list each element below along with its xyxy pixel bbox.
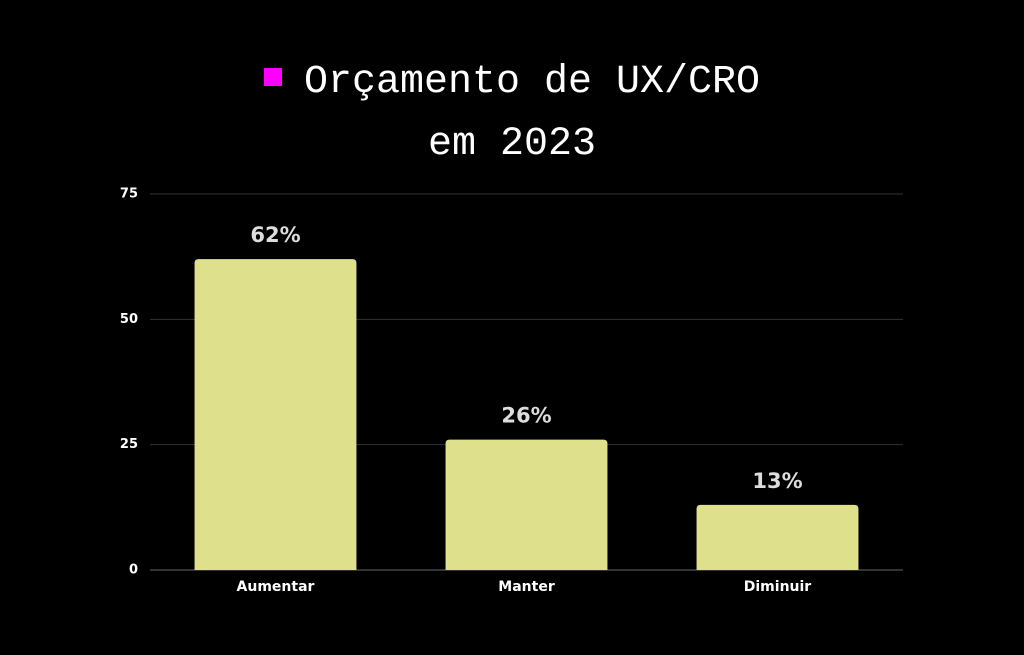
bar bbox=[445, 439, 608, 570]
value-label: 26% bbox=[501, 404, 551, 428]
bar bbox=[696, 504, 859, 570]
y-tick-label: 25 bbox=[120, 437, 138, 452]
y-tick-label: 50 bbox=[120, 312, 138, 327]
bar bbox=[194, 259, 357, 570]
title-marker bbox=[263, 68, 282, 86]
y-tick-label: 0 bbox=[129, 563, 138, 578]
value-label: 62% bbox=[250, 223, 300, 247]
y-tick-label: 75 bbox=[120, 187, 138, 202]
chart-title: Orçamento de UX/CRO em 2023 bbox=[303, 60, 761, 167]
x-tick-label: Aumentar bbox=[237, 579, 315, 595]
x-tick-label: Diminuir bbox=[744, 579, 812, 595]
value-label: 13% bbox=[752, 469, 802, 493]
x-tick-label: Manter bbox=[498, 579, 555, 595]
chart-title-block: Orçamento de UX/CRO em 2023 bbox=[232, 52, 792, 176]
